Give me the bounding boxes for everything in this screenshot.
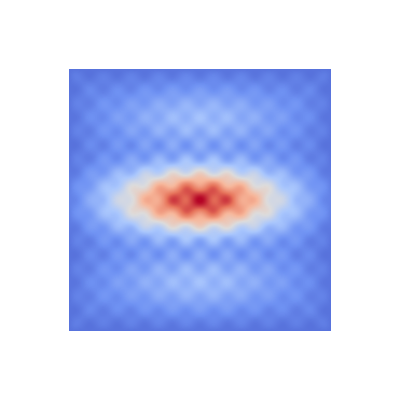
heatmap-canvas [69, 69, 331, 331]
scalar-field-plot [69, 69, 331, 331]
